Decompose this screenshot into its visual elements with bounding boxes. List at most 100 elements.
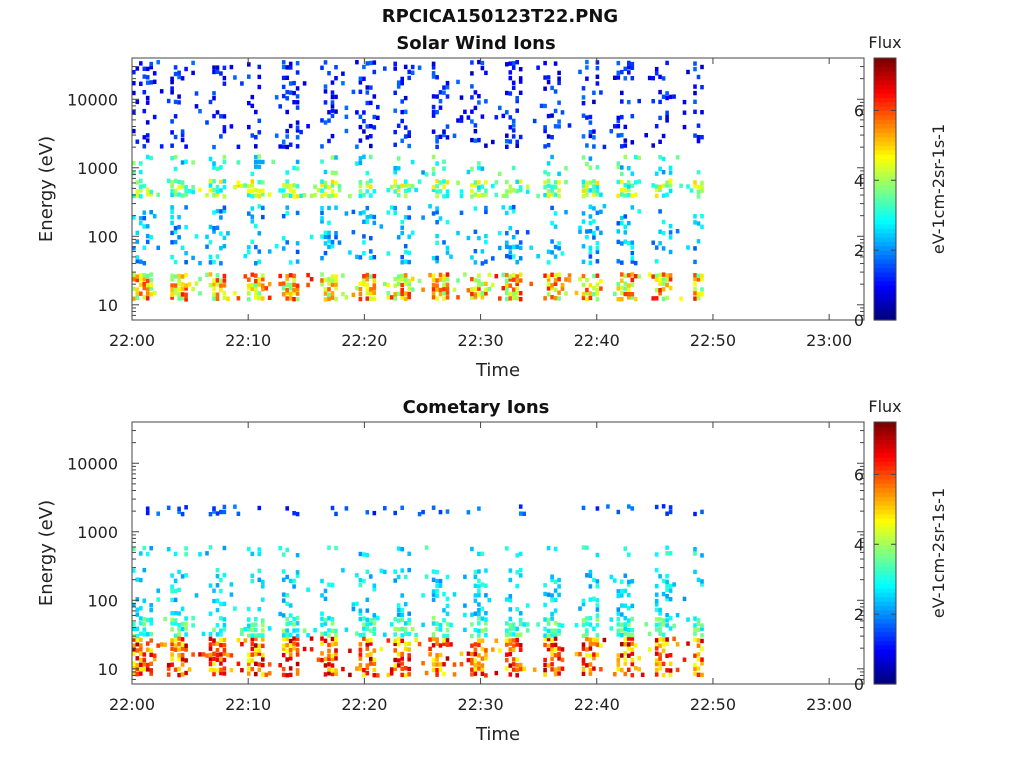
heatmap-cell: [435, 570, 439, 575]
heatmap-cell: [665, 118, 669, 123]
heatmap-cell: [285, 179, 289, 184]
heatmap-cell: [198, 187, 202, 193]
heatmap-cell: [355, 254, 359, 259]
heatmap-cell: [145, 133, 150, 138]
heatmap-cell: [295, 647, 300, 653]
heatmap-cell: [658, 99, 662, 105]
heatmap-cell: [623, 651, 628, 656]
heatmap-cell: [208, 646, 213, 651]
heatmap-cell: [505, 193, 509, 199]
heatmap-cell: [435, 75, 439, 80]
heatmap-cell: [668, 551, 673, 556]
heatmap-cell: [581, 113, 586, 118]
heatmap-cell: [170, 621, 174, 626]
heatmap-cell: [696, 621, 701, 626]
heatmap-cell: [320, 210, 324, 216]
heatmap-cell: [170, 192, 174, 198]
heatmap-cell: [477, 185, 481, 190]
heatmap-cell: [341, 273, 345, 278]
heatmap-cell: [595, 184, 600, 189]
heatmap-cell: [274, 133, 279, 138]
heatmap-cell: [261, 273, 265, 278]
heatmap-cell: [623, 603, 628, 608]
heatmap-cell: [477, 235, 481, 241]
heatmap-cell: [386, 251, 391, 256]
heatmap-cell: [152, 79, 157, 84]
heatmap-cell: [132, 81, 136, 86]
heatmap-cell: [295, 616, 300, 621]
heatmap-cell: [630, 245, 635, 250]
heatmap-cell: [323, 250, 328, 256]
heatmap-cell: [620, 114, 624, 120]
heatmap-cell: [173, 621, 178, 626]
heatmap-cell: [358, 211, 363, 216]
heatmap-cell: [560, 623, 565, 628]
heatmap-cell: [668, 597, 673, 602]
heatmap-cell: [654, 641, 659, 647]
heatmap-cell: [177, 647, 181, 652]
heatmap-cell: [281, 188, 286, 193]
heatmap-cell: [578, 606, 582, 611]
heatmap-cell: [595, 74, 600, 79]
colorbar-segment: [874, 136, 896, 142]
heatmap-cell: [267, 295, 272, 300]
heatmap-cell: [654, 592, 659, 597]
heatmap-cell: [215, 296, 220, 301]
heatmap-cell: [369, 638, 373, 643]
heatmap-cell: [166, 505, 171, 510]
heatmap-cell: [250, 658, 255, 663]
heatmap-cell: [177, 215, 181, 220]
heatmap-cell: [400, 291, 404, 297]
heatmap-cell: [142, 667, 147, 672]
heatmap-cell: [327, 662, 331, 667]
heatmap-cell: [400, 81, 404, 86]
heatmap-cell: [285, 184, 289, 189]
heatmap-cell: [456, 295, 460, 300]
heatmap-cell: [215, 648, 220, 653]
heatmap-cell: [261, 662, 265, 668]
heatmap-cell: [285, 205, 289, 210]
heatmap-cell: [295, 259, 300, 264]
heatmap-cell: [267, 662, 272, 667]
heatmap-cell: [480, 646, 485, 651]
heatmap-cell: [177, 185, 181, 190]
heatmap-cell: [623, 546, 628, 551]
heatmap-cell: [623, 626, 628, 631]
heatmap-cell: [149, 210, 153, 215]
heatmap-cell: [505, 133, 509, 138]
heatmap-cell: [452, 592, 457, 597]
heatmap-cell: [627, 99, 631, 105]
heatmap-cell: [372, 583, 377, 588]
heatmap-cell: [546, 545, 551, 551]
heatmap-cell: [672, 623, 676, 628]
heatmap-cell: [222, 657, 227, 663]
colorbar-segment: [874, 293, 896, 299]
heatmap-cell: [700, 638, 704, 644]
heatmap-cell: [323, 596, 328, 601]
heatmap-cell: [627, 618, 631, 623]
colorbar-segment: [874, 210, 896, 216]
heatmap-cell: [658, 272, 662, 278]
heatmap-cell: [295, 94, 300, 99]
heatmap-cell: [543, 86, 547, 91]
heatmap-cell: [393, 616, 397, 622]
heatmap-cell: [177, 296, 181, 301]
heatmap-cell: [463, 603, 467, 608]
heatmap-cell: [306, 282, 310, 288]
heatmap-cell: [613, 291, 617, 297]
heatmap-cell: [396, 193, 401, 198]
heatmap-cell: [581, 188, 586, 194]
heatmap-cell: [327, 642, 331, 648]
colorbar-segment: [874, 219, 896, 225]
heatmap-cell: [233, 606, 237, 611]
heatmap-cell: [665, 573, 669, 579]
heatmap-cell: [320, 216, 324, 221]
heatmap-cell: [257, 118, 262, 123]
heatmap-cell: [309, 647, 314, 652]
heatmap-cell: [421, 593, 425, 598]
heatmap-cell: [285, 89, 289, 95]
heatmap-cell: [658, 288, 662, 293]
heatmap-cell: [431, 589, 436, 594]
heatmap-cell: [543, 626, 547, 632]
heatmap-cell: [396, 84, 401, 89]
